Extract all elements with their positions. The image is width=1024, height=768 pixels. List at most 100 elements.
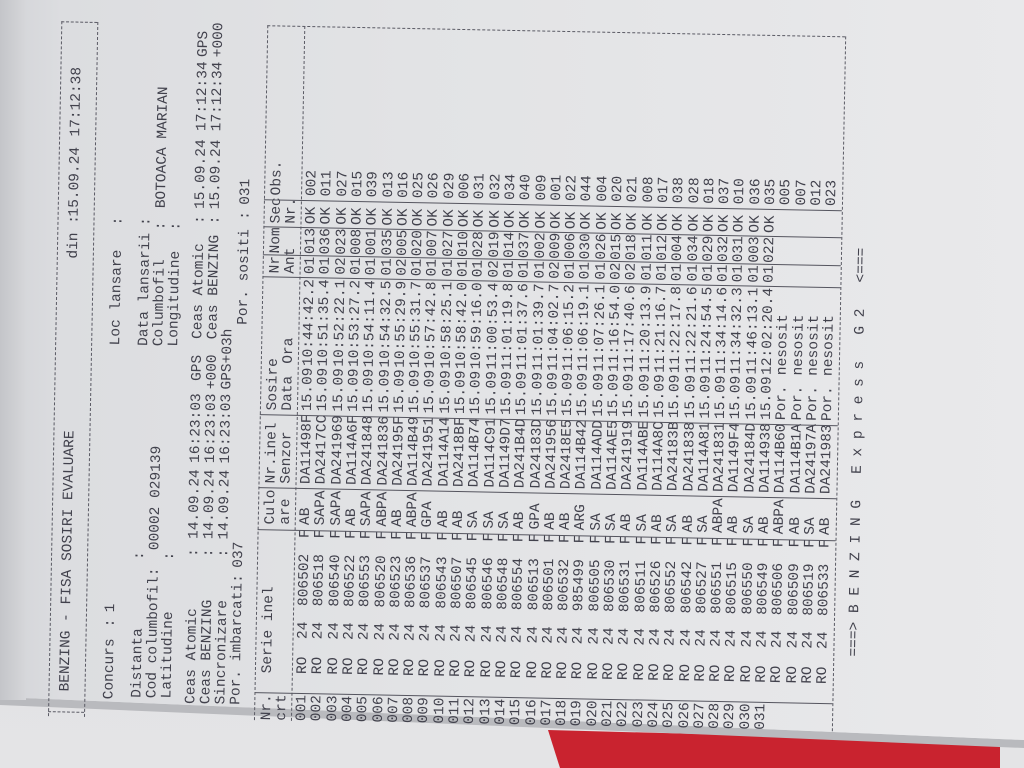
cell-country: RO <box>463 659 480 678</box>
por-imbarcati-value: 037 <box>230 541 248 568</box>
cell-data: Por. <box>789 385 807 421</box>
concurs-value: 1 <box>103 603 120 613</box>
cell-obs: 006 <box>457 172 474 200</box>
cell-ant: 01 <box>424 258 442 277</box>
cell-nr: 002 <box>309 695 326 722</box>
por-sositi-value: 031 <box>237 178 255 206</box>
report-title: BENZING - FISA SOSIRI EVALUARE <box>57 430 79 692</box>
cell-data: 15.09 <box>376 368 394 413</box>
cell-culoare: SA <box>741 516 758 534</box>
cell-ant: 01 <box>440 259 457 277</box>
cell-nr: 004 <box>339 695 357 723</box>
colon: : <box>162 551 179 561</box>
cell-data: 15.09 <box>514 371 531 416</box>
colon: : <box>216 548 233 558</box>
cell-obs: 001 <box>548 174 566 201</box>
cell-obs: 027 <box>334 170 352 197</box>
footer-brand: ===> B E N Z I N G E x p r e s s G 2 <==… <box>846 247 871 657</box>
cell-senzor: DA241919 <box>619 420 638 491</box>
cell-nr: 023 <box>630 701 647 728</box>
cell-ring: 806515 <box>724 561 742 615</box>
cell-sec: OK <box>640 213 657 231</box>
cell-year: 24 <box>448 624 465 643</box>
cell-year: 24 <box>739 630 756 648</box>
cell-ant: 02 <box>623 262 641 281</box>
cell-nr: 012 <box>462 698 479 725</box>
cell-obs: 026 <box>426 172 443 199</box>
cell-country: RO <box>661 663 679 682</box>
cell-nr: 016 <box>523 699 540 726</box>
cell-data: 15.09 <box>636 373 654 418</box>
cell-year: 24 <box>479 625 496 643</box>
cell-culoare: SA <box>634 513 651 532</box>
ceas-benzing-right-tag: +000 <box>210 22 228 58</box>
cell-country: RO <box>723 664 740 683</box>
colon: : <box>207 215 224 225</box>
cell-obs: 034 <box>502 173 520 201</box>
cell-nr: 017 <box>538 699 556 726</box>
cell-culoare: AB <box>542 512 559 530</box>
latitudine-label: Latitudine <box>159 611 178 699</box>
cell-senzor: DA241B4D <box>512 418 530 489</box>
cell-obs: 002 <box>304 169 321 197</box>
cell-year: 24 <box>524 625 542 644</box>
cell-ant: 02 <box>333 257 350 275</box>
cell-obs: 035 <box>762 178 780 206</box>
cell-obs: 020 <box>609 175 627 203</box>
cell-culoare: AB <box>435 510 452 528</box>
cell-obs: 036 <box>747 178 765 205</box>
cell-obs: 007 <box>793 179 811 206</box>
cell-year: 24 <box>555 626 572 645</box>
cell-culoare: AB <box>450 510 468 529</box>
cell-obs: 018 <box>701 177 719 204</box>
cell-culoare: SAPA <box>358 491 376 527</box>
cell-obs: 022 <box>564 174 581 202</box>
cell-ant: 01 <box>363 257 381 276</box>
cell-ant: 01 <box>302 256 319 275</box>
columbofil-value: BOTOACA MARIAN <box>153 86 173 209</box>
cell-culoare: ABPA <box>374 491 391 527</box>
cell-sec: OK <box>441 209 458 227</box>
cell-sec: OK <box>471 209 489 228</box>
cell-country: RO <box>585 662 602 680</box>
cell-obs: 009 <box>533 174 550 201</box>
por-imbarcati-label: Por. imbarcati <box>228 582 247 705</box>
cell-sec: OK <box>762 215 779 234</box>
cell-senzor: DA241983 <box>818 424 836 495</box>
cell-sec: OK <box>395 208 412 227</box>
cell-culoare: SA <box>465 510 483 529</box>
printed-document: BENZING - FISA SOSIRI EVALUARE din : 15.… <box>40 16 883 732</box>
cell-nom: 036 <box>318 228 335 255</box>
cell-year: 24 <box>632 627 649 646</box>
cell-nom: 026 <box>593 233 611 260</box>
cell-country: RO <box>769 665 786 684</box>
din-date: 15.09.24 <box>66 146 84 217</box>
cell-ring: 806542 <box>678 561 696 614</box>
cell-culoare: AB <box>726 515 743 534</box>
cell-sec: OK <box>410 208 427 227</box>
concurs-label: Concurs <box>101 638 119 700</box>
cell-ant: 01 <box>593 262 610 280</box>
cell-nr: 019 <box>569 700 586 727</box>
cell-year: 24 <box>494 625 511 644</box>
cell-year: 24 <box>662 628 679 647</box>
cell-ring: 806531 <box>617 559 635 613</box>
cell-sec: OK <box>318 206 336 225</box>
cell-year: 24 <box>723 629 741 648</box>
cell-obs: 012 <box>808 179 826 206</box>
cell-sec: OK <box>425 208 443 227</box>
cell-ant: 01 <box>379 258 396 276</box>
cell-culoare: GPA <box>420 501 437 528</box>
cell-year: 24 <box>693 629 710 647</box>
cell-culoare: ABPA <box>404 492 422 528</box>
cell-ant: 02 <box>394 258 411 277</box>
din-label: din : <box>65 214 83 259</box>
cell-obs: 038 <box>671 176 688 204</box>
cell-year: 24 <box>310 621 328 640</box>
colon: : <box>132 551 149 561</box>
cell-nr: 028 <box>706 702 724 730</box>
cell-nom: 011 <box>639 234 656 261</box>
cell-nom: 008 <box>348 228 366 256</box>
cell-ant: 01 <box>409 258 426 277</box>
cell-sec: OK <box>532 210 550 229</box>
